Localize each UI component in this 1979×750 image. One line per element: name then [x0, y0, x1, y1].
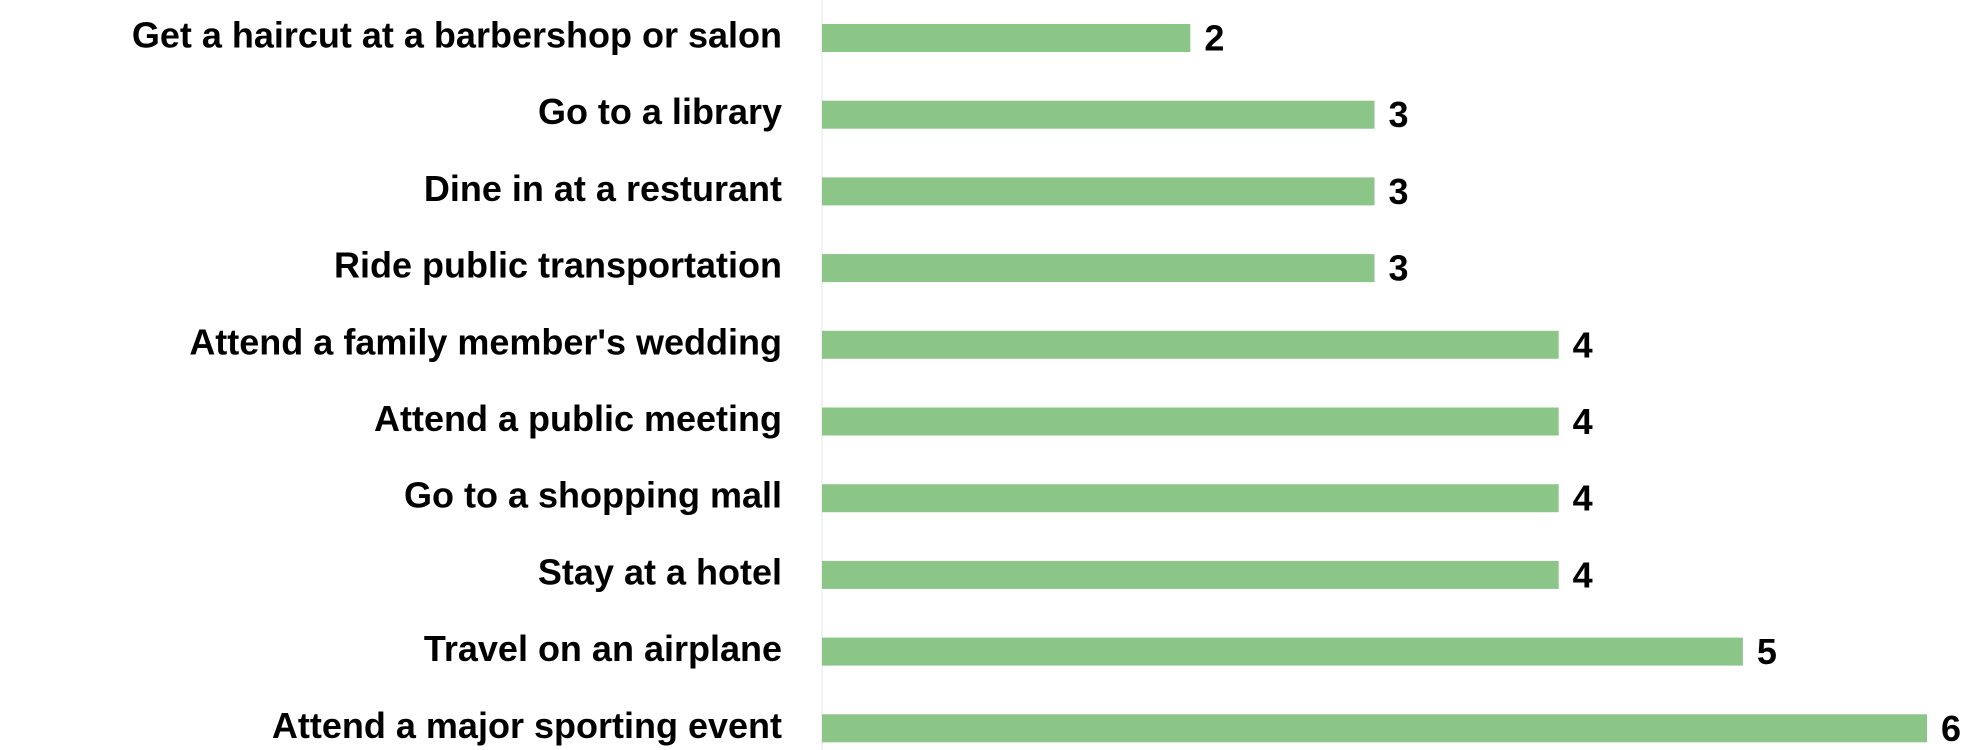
category-label: Ride public transportation — [334, 245, 782, 286]
bar — [822, 637, 1743, 666]
value-label: 5 — [1757, 631, 1777, 672]
value-label: 4 — [1573, 401, 1593, 442]
bar — [822, 330, 1559, 359]
bar — [822, 714, 1927, 743]
value-label: 6 — [1941, 708, 1961, 749]
category-label: Go to a library — [538, 91, 782, 132]
category-label: Attend a family member's wedding — [189, 321, 782, 362]
bar — [822, 407, 1559, 436]
bar — [822, 24, 1191, 52]
value-label: 3 — [1389, 94, 1409, 135]
value-label: 3 — [1389, 248, 1409, 289]
bar — [822, 484, 1559, 513]
category-label: Stay at a hotel — [538, 551, 782, 592]
category-label: Get a haircut at a barbershop or salon — [132, 15, 782, 56]
value-label: 4 — [1573, 324, 1593, 365]
category-label: Travel on an airplane — [424, 628, 782, 669]
bar — [822, 100, 1375, 129]
bar — [822, 177, 1375, 206]
value-label: 3 — [1389, 171, 1409, 212]
value-label: 2 — [1204, 18, 1224, 59]
category-label: Go to a shopping mall — [404, 475, 782, 516]
bar — [822, 254, 1375, 283]
category-label: Dine in at a resturant — [424, 168, 782, 209]
bar — [822, 560, 1559, 589]
category-label: Attend a major sporting event — [272, 705, 782, 746]
category-label: Attend a public meeting — [374, 398, 782, 439]
value-label: 4 — [1573, 478, 1593, 519]
value-label: 4 — [1573, 554, 1593, 595]
